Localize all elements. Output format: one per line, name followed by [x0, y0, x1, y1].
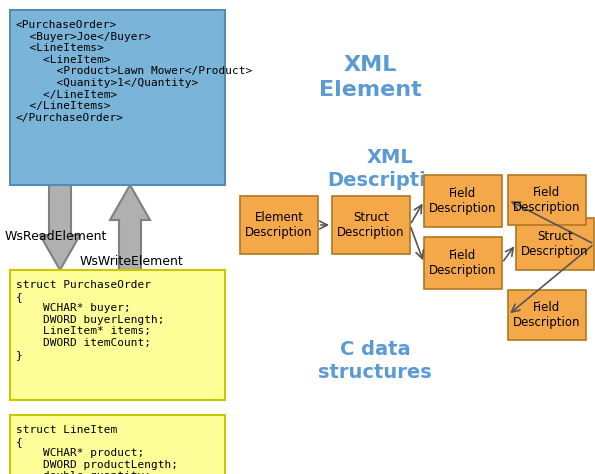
- Text: WsReadElement: WsReadElement: [5, 230, 107, 243]
- Text: Struct
Description: Struct Description: [337, 211, 405, 239]
- Bar: [508, 290, 586, 340]
- Text: Field
Description: Field Description: [513, 301, 581, 329]
- Bar: [10, 270, 225, 400]
- Text: struct PurchaseOrder
{
    WCHAR* buyer;
    DWORD buyerLength;
    LineItem* it: struct PurchaseOrder { WCHAR* buyer; DWO…: [16, 280, 164, 360]
- Text: Struct
Description: Struct Description: [521, 230, 588, 258]
- Text: Field
Description: Field Description: [513, 186, 581, 214]
- Polygon shape: [110, 185, 150, 270]
- Bar: [10, 10, 225, 185]
- Text: struct LineItem
{
    WCHAR* product;
    DWORD productLength;
    double quanti: struct LineItem { WCHAR* product; DWORD …: [16, 425, 178, 474]
- Text: C data
structures: C data structures: [318, 340, 432, 383]
- Bar: [332, 196, 410, 254]
- Polygon shape: [40, 185, 80, 270]
- Text: Field
Description: Field Description: [429, 249, 497, 277]
- Text: XML
Element: XML Element: [319, 55, 421, 100]
- Bar: [10, 415, 225, 474]
- Bar: [508, 175, 586, 225]
- Text: Element
Description: Element Description: [245, 211, 313, 239]
- Text: Field
Description: Field Description: [429, 187, 497, 215]
- Bar: [240, 196, 318, 254]
- Bar: [424, 237, 502, 289]
- Text: XML
Description: XML Description: [327, 148, 453, 191]
- Text: WsWriteElement: WsWriteElement: [80, 255, 184, 268]
- Bar: [516, 218, 594, 270]
- Text: <PurchaseOrder>
  <Buyer>Joe</Buyer>
  <LineItems>
    <LineItem>
      <Product: <PurchaseOrder> <Buyer>Joe</Buyer> <Line…: [16, 20, 252, 123]
- Bar: [424, 175, 502, 227]
